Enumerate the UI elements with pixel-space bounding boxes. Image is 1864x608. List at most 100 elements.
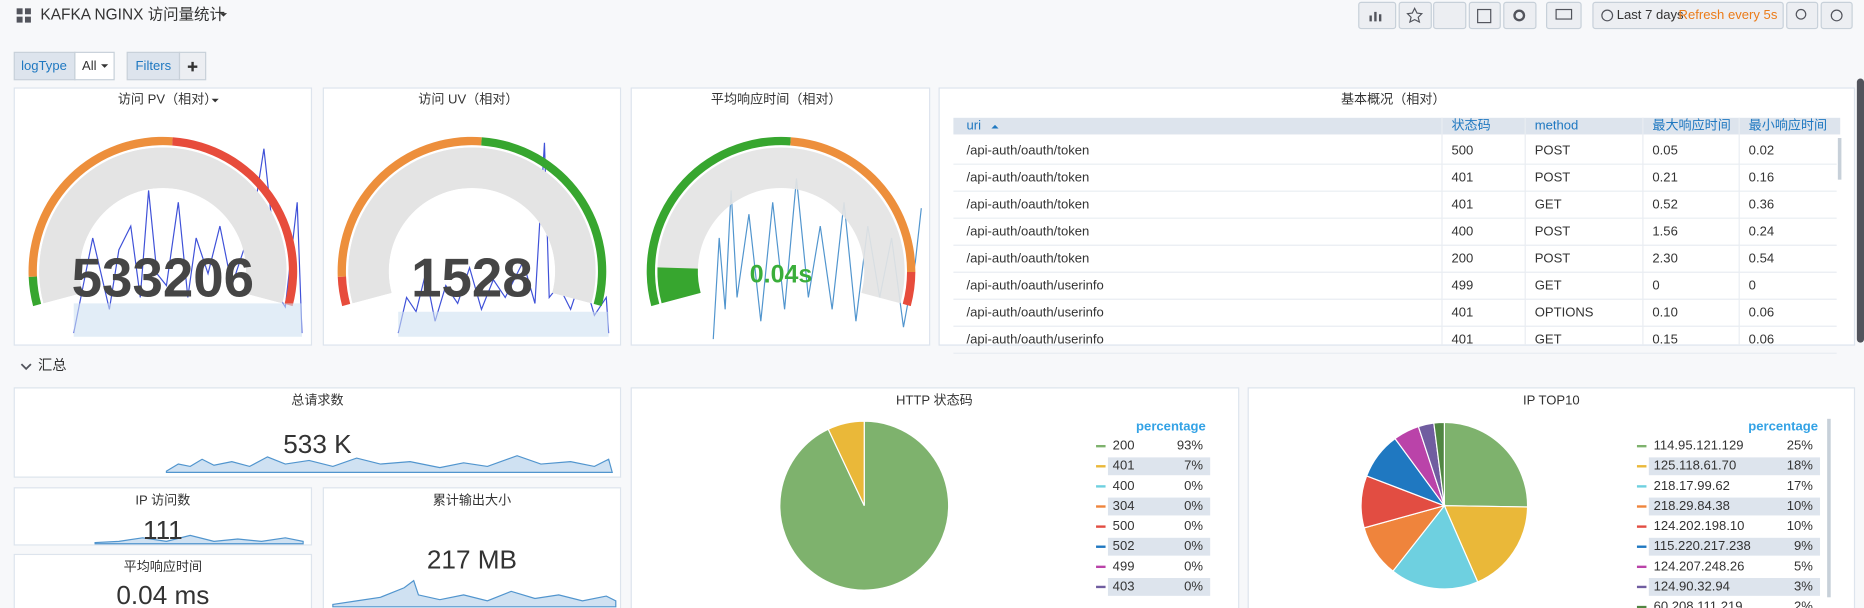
panel-title[interactable]: 平均响应时间（相对） <box>711 91 842 106</box>
legend-value: 0% <box>1184 538 1203 553</box>
legend-label[interactable]: 304 <box>1113 498 1135 513</box>
legend-swatch <box>1636 444 1647 448</box>
legend-label[interactable]: 218.17.99.62 <box>1654 478 1730 493</box>
table-cell: 0.54 <box>1749 251 1774 266</box>
refresh-interval[interactable]: Refresh every 5s <box>1679 7 1778 22</box>
row-title[interactable]: 汇总 <box>38 357 67 374</box>
table-cell: 1.56 <box>1652 224 1677 239</box>
variable-label-box <box>13 51 76 81</box>
legend-label[interactable]: 124.90.32.94 <box>1654 578 1730 593</box>
legend-label[interactable]: 502 <box>1113 538 1135 553</box>
legend-row-bg <box>1107 537 1211 556</box>
legend-label[interactable]: 400 <box>1113 478 1135 493</box>
toolbar <box>1358 1 1853 30</box>
panel-title[interactable]: 访问 UV（相对） <box>418 91 518 106</box>
time-range[interactable]: Last 7 days <box>1617 7 1684 22</box>
stat-title[interactable]: 平均响应时间 <box>124 559 202 574</box>
table-cell: /api-auth/oauth/token <box>966 197 1089 212</box>
stat-title[interactable]: 总请求数 <box>291 392 343 407</box>
legend-row-bg <box>1107 457 1211 476</box>
tv-mode-button[interactable] <box>1546 1 1582 30</box>
settings-button[interactable] <box>1503 1 1537 30</box>
legend-value: 2% <box>1794 598 1813 608</box>
table-cell: /api-auth/oauth/token <box>966 224 1089 239</box>
legend-label[interactable]: 200 <box>1113 438 1135 453</box>
legend-label[interactable]: 218.29.84.38 <box>1654 498 1730 513</box>
column-header[interactable]: 最大响应时间 <box>1652 118 1730 133</box>
dashboard-icon[interactable] <box>16 8 31 23</box>
legend-header[interactable]: percentage <box>1748 419 1818 434</box>
stat-title[interactable]: 累计输出大小 <box>433 492 511 507</box>
table-cell: 0.15 <box>1652 332 1677 347</box>
column-header[interactable]: uri <box>966 118 981 133</box>
panel-title[interactable]: 访问 PV（相对） <box>118 91 218 106</box>
legend-value: 3% <box>1794 578 1813 593</box>
panel <box>13 553 313 608</box>
legend-row-bg <box>1107 578 1211 596</box>
table-cell: /api-auth/oauth/userinfo <box>966 278 1103 293</box>
panel-title[interactable]: HTTP 状态码 <box>896 392 973 407</box>
legend-row-bg <box>1107 497 1211 516</box>
sparkline <box>165 455 613 473</box>
filters-label[interactable]: Filters <box>136 58 172 73</box>
scrollbar[interactable] <box>1827 418 1831 598</box>
caret <box>211 98 219 103</box>
stat-value: 533 K <box>283 429 352 459</box>
panel-title[interactable]: IP TOP10 <box>1523 392 1580 407</box>
dashboard-title[interactable]: KAFKA NGINX 访问量统计 <box>40 6 225 24</box>
legend-label[interactable]: 401 <box>1113 458 1135 473</box>
legend-header[interactable]: percentage <box>1136 419 1206 434</box>
page-scrollbar[interactable] <box>1856 78 1864 343</box>
icon <box>1795 8 1807 20</box>
gauge-track <box>657 147 905 304</box>
pie-slice <box>827 420 865 506</box>
variable-select[interactable] <box>74 51 115 81</box>
legend-swatch <box>1096 585 1106 589</box>
title-caret[interactable] <box>219 13 228 17</box>
legend-label[interactable]: 403 <box>1113 578 1135 593</box>
legend-swatch <box>1096 565 1106 569</box>
legend-label[interactable]: 60.208.111.219 <box>1654 598 1743 608</box>
legend-value: 0% <box>1184 478 1203 493</box>
column-header[interactable]: 最小响应时间 <box>1749 118 1827 133</box>
save-button[interactable] <box>1468 1 1501 30</box>
legend-label[interactable]: 124.202.198.10 <box>1654 518 1745 533</box>
variable-label: logType <box>21 58 67 73</box>
table-cell: 2.30 <box>1652 251 1677 266</box>
sparkline-area <box>398 311 609 337</box>
collapse-chevron[interactable] <box>20 363 32 371</box>
filters-box[interactable] <box>126 51 181 81</box>
sparkline <box>332 579 617 608</box>
refresh-button[interactable] <box>1820 1 1853 30</box>
legend-label[interactable]: 114.95.121.129 <box>1654 438 1744 453</box>
gauge-fill <box>39 147 287 304</box>
legend-label[interactable]: 499 <box>1113 558 1135 573</box>
legend-swatch <box>1636 525 1647 528</box>
share-button[interactable] <box>1433 1 1467 30</box>
stat-title[interactable]: IP 访问数 <box>135 492 190 507</box>
legend-swatch <box>1096 465 1106 468</box>
column-header[interactable]: method <box>1535 118 1579 133</box>
legend-value: 17% <box>1787 478 1814 493</box>
panel <box>13 487 313 546</box>
table-cell: /api-auth/oauth/token <box>966 251 1089 266</box>
panel-title[interactable]: 基本概况（相对） <box>1341 91 1446 106</box>
variable-value[interactable]: All <box>82 58 97 73</box>
table-cell: /api-auth/oauth/userinfo <box>966 305 1103 320</box>
legend-label[interactable]: 124.207.248.26 <box>1654 558 1745 573</box>
legend-label[interactable]: 500 <box>1113 518 1135 533</box>
pie-slice <box>1443 421 1529 508</box>
star-button[interactable] <box>1398 1 1432 30</box>
time-picker[interactable] <box>1592 1 1784 30</box>
scrollbar[interactable] <box>1837 138 1842 180</box>
column-header[interactable]: 状态码 <box>1451 118 1490 133</box>
zoom-out-button[interactable] <box>1786 1 1819 30</box>
table-header-bg <box>953 117 1841 135</box>
table-cell: 0 <box>1749 278 1756 293</box>
legend-label[interactable]: 115.220.217.238 <box>1654 538 1751 553</box>
legend-label[interactable]: 125.118.61.70 <box>1654 458 1737 473</box>
legend-row-bg <box>1648 457 1821 476</box>
gauge-fill <box>657 267 701 304</box>
add-panel-button[interactable] <box>1358 1 1397 30</box>
